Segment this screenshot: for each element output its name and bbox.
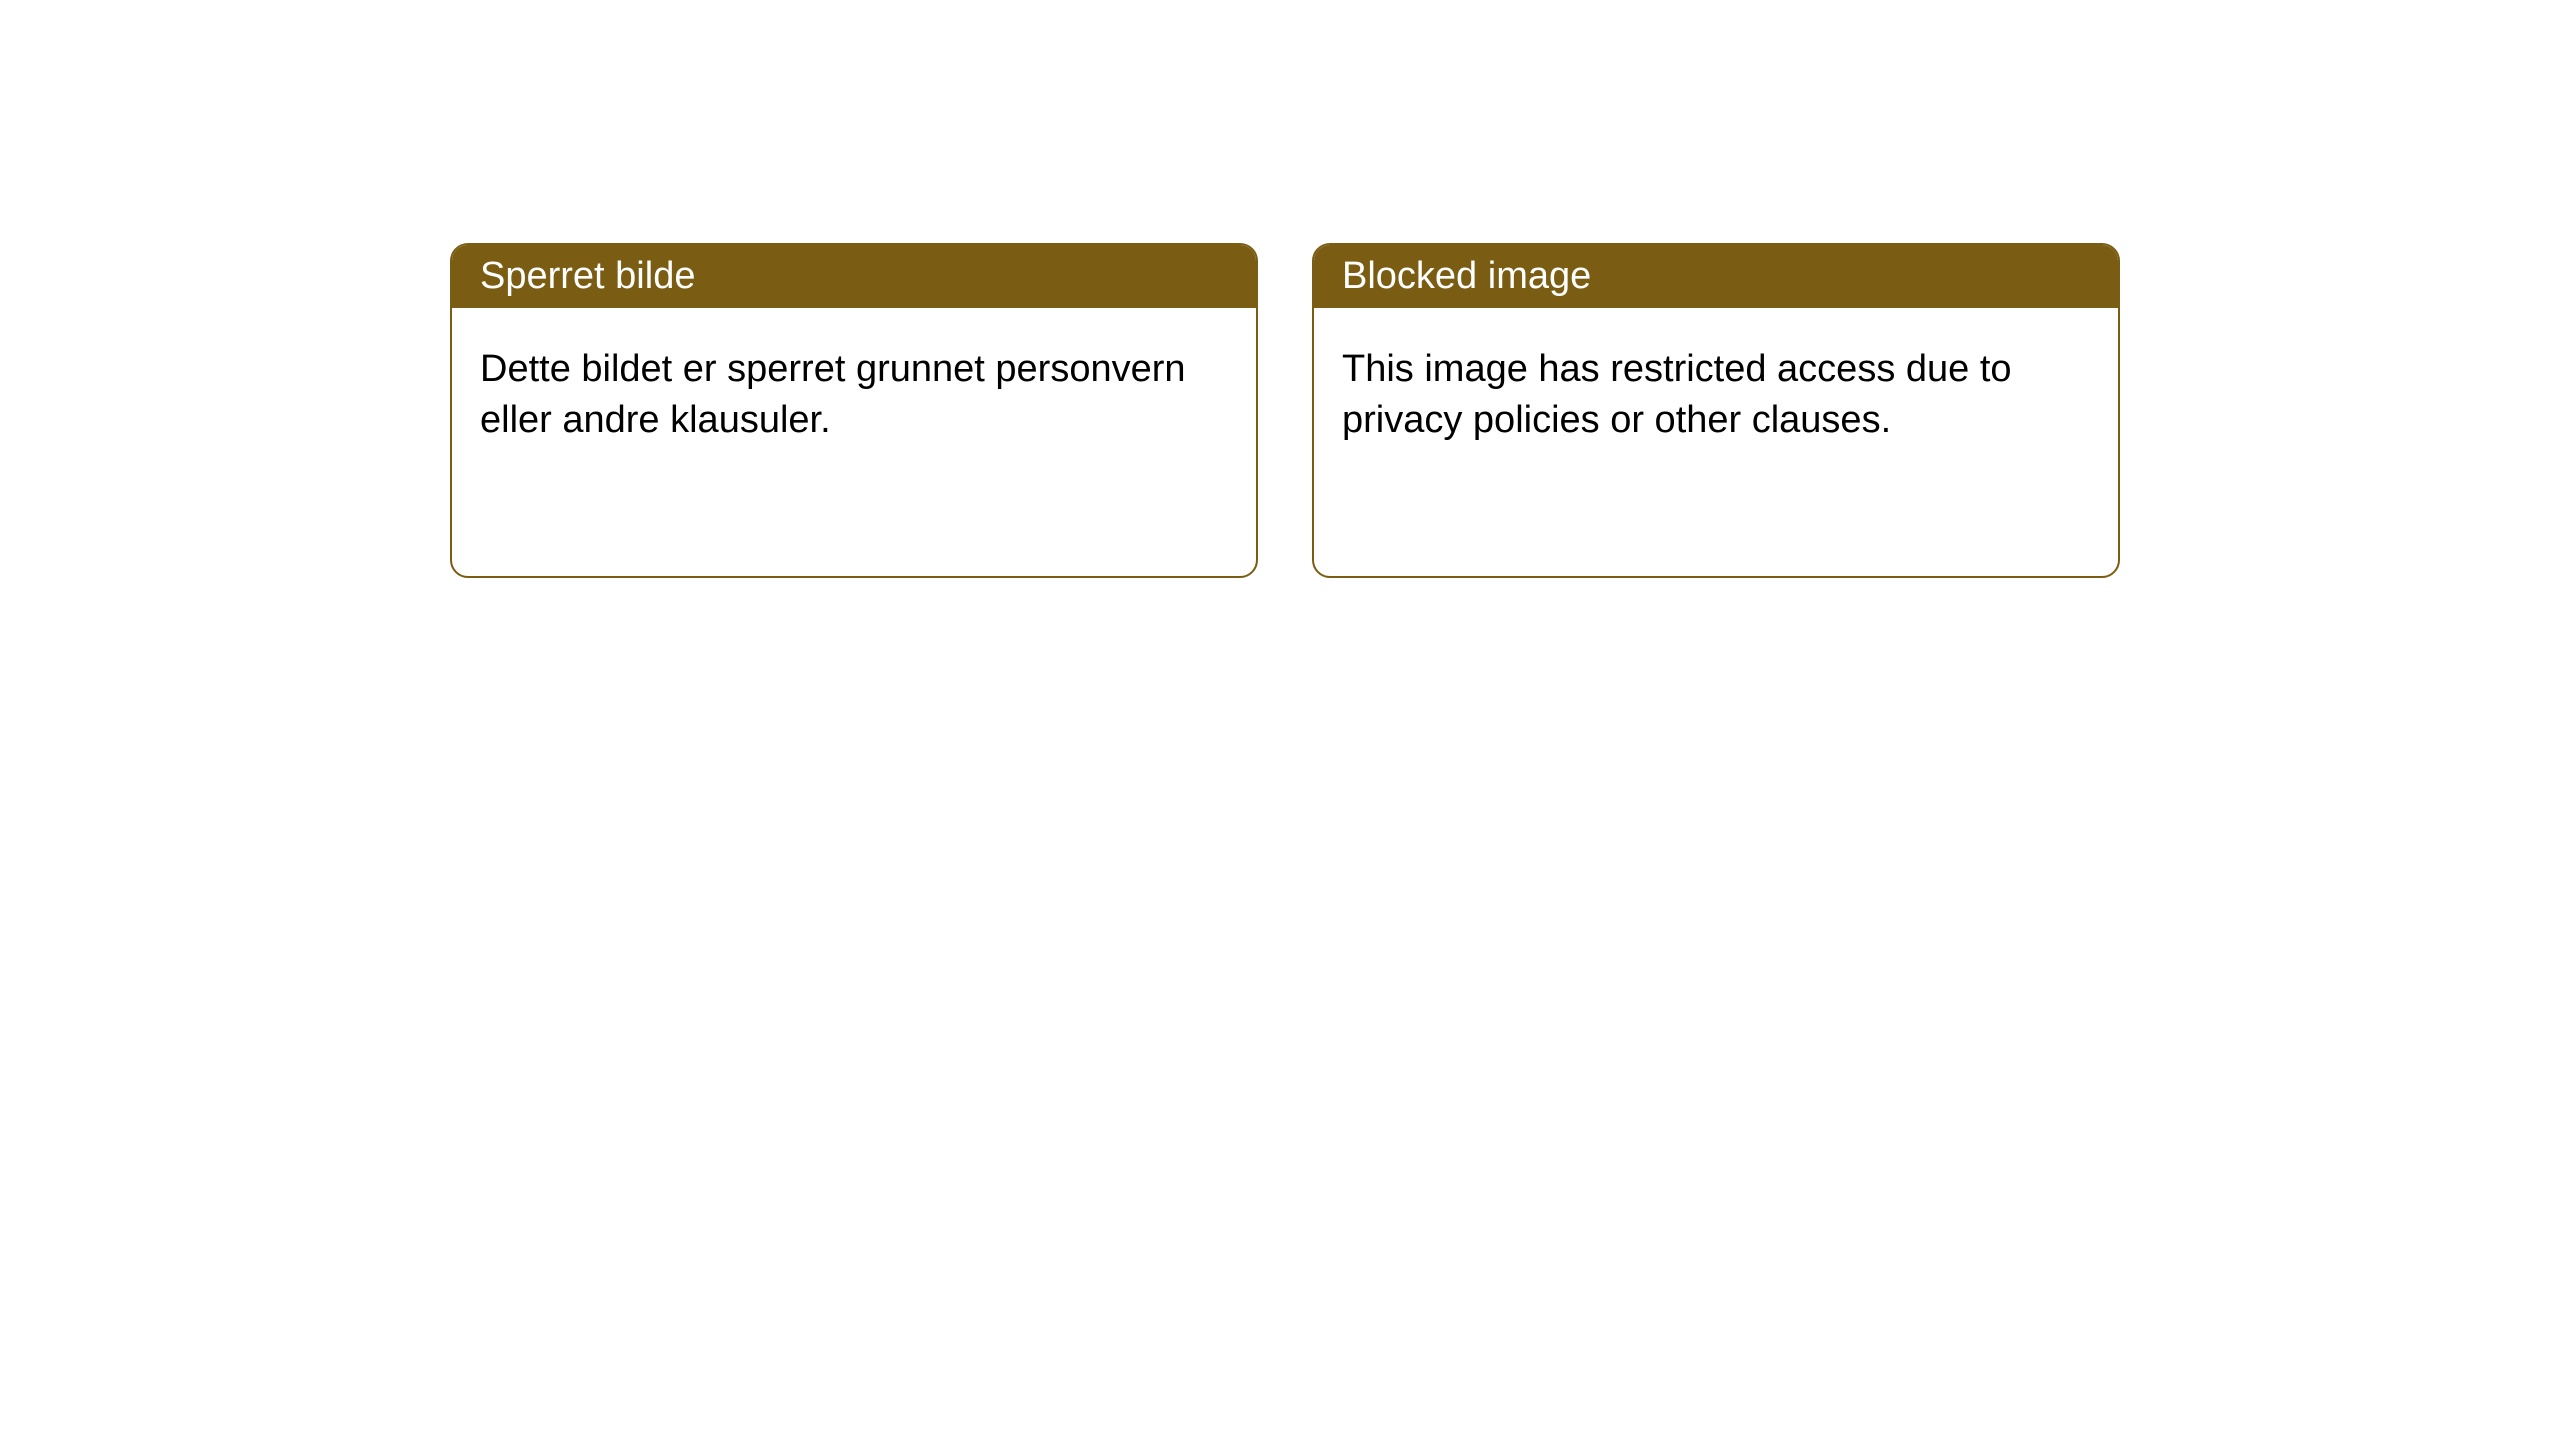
notice-text: Dette bildet er sperret grunnet personve… bbox=[480, 348, 1186, 441]
notice-body: This image has restricted access due to … bbox=[1314, 308, 2118, 483]
notice-title: Blocked image bbox=[1342, 255, 1591, 297]
notice-container: Sperret bilde Dette bildet er sperret gr… bbox=[0, 0, 2560, 578]
notice-header: Blocked image bbox=[1314, 245, 2118, 308]
notice-body: Dette bildet er sperret grunnet personve… bbox=[452, 308, 1256, 483]
notice-header: Sperret bilde bbox=[452, 245, 1256, 308]
notice-card-norwegian: Sperret bilde Dette bildet er sperret gr… bbox=[450, 243, 1258, 578]
notice-title: Sperret bilde bbox=[480, 255, 695, 297]
notice-card-english: Blocked image This image has restricted … bbox=[1312, 243, 2120, 578]
notice-text: This image has restricted access due to … bbox=[1342, 348, 2012, 441]
